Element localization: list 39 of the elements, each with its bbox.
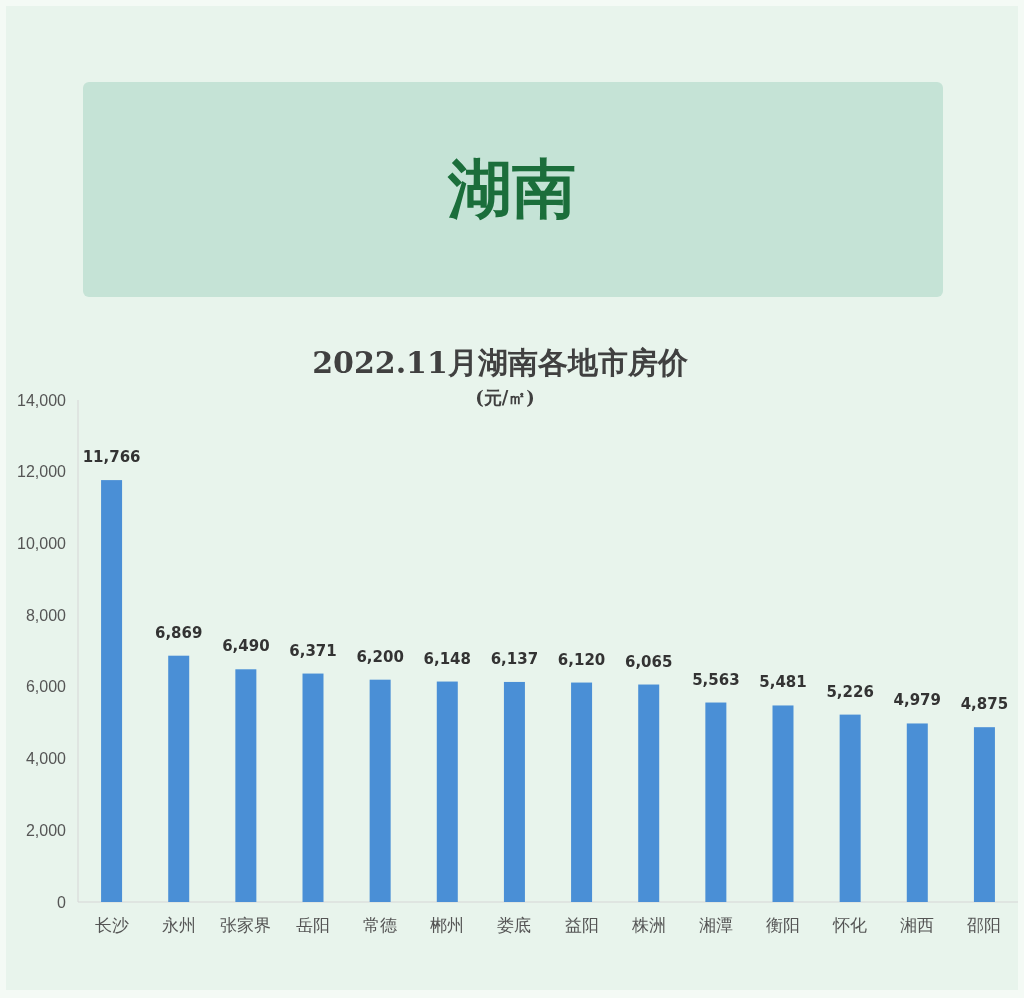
- data-label: 6,200: [356, 647, 404, 666]
- xtick-label: 湘潭: [698, 915, 733, 935]
- ytick-label: 0: [57, 893, 66, 911]
- data-label: 5,226: [826, 682, 874, 701]
- ytick-label: 2,000: [25, 821, 66, 839]
- ytick-label: 4,000: [25, 750, 66, 768]
- xtick-label: 衡阳: [766, 915, 800, 935]
- data-label: 6,371: [289, 641, 337, 660]
- xtick-label: 娄底: [497, 915, 532, 935]
- data-label: 4,979: [893, 691, 941, 710]
- xtick-label: 怀化: [833, 915, 868, 935]
- ytick-label: 6,000: [25, 678, 66, 696]
- xtick-label: 张家界: [220, 915, 272, 935]
- data-label: 4,875: [960, 695, 1009, 714]
- ytick-label: 8,000: [25, 606, 66, 624]
- xtick-label: 邵阳: [967, 915, 1002, 935]
- data-label: 6,148: [423, 649, 471, 668]
- xtick-label: 永州: [161, 915, 196, 935]
- xtick-label: 郴州: [430, 915, 465, 935]
- ytick-label: 14,000: [17, 391, 66, 409]
- xtick-label: 长沙: [94, 915, 129, 935]
- data-label: 6,869: [155, 623, 203, 642]
- annotation: (元/㎡): [475, 386, 535, 408]
- data-label: 5,563: [692, 670, 740, 689]
- subtitle: 2022.11月湖南各地市房价: [312, 344, 688, 380]
- xtick-label: 株洲: [631, 915, 666, 935]
- data-label: 6,120: [557, 650, 606, 669]
- xtick-label: 湘西: [900, 915, 935, 935]
- title: 湖南: [448, 152, 576, 226]
- ytick-label: 12,000: [17, 463, 66, 481]
- ytick-label: 10,000: [17, 534, 66, 552]
- data-label: 5,481: [759, 673, 807, 692]
- xtick-label: 益阳: [564, 915, 599, 935]
- xtick-label: 常德: [363, 915, 398, 935]
- data-label: 6,065: [625, 652, 673, 671]
- data-label: 6,137: [490, 649, 539, 668]
- data-label: 11,766: [82, 448, 141, 467]
- xtick-label: 岳阳: [296, 915, 330, 935]
- data-label: 6,490: [222, 637, 270, 656]
